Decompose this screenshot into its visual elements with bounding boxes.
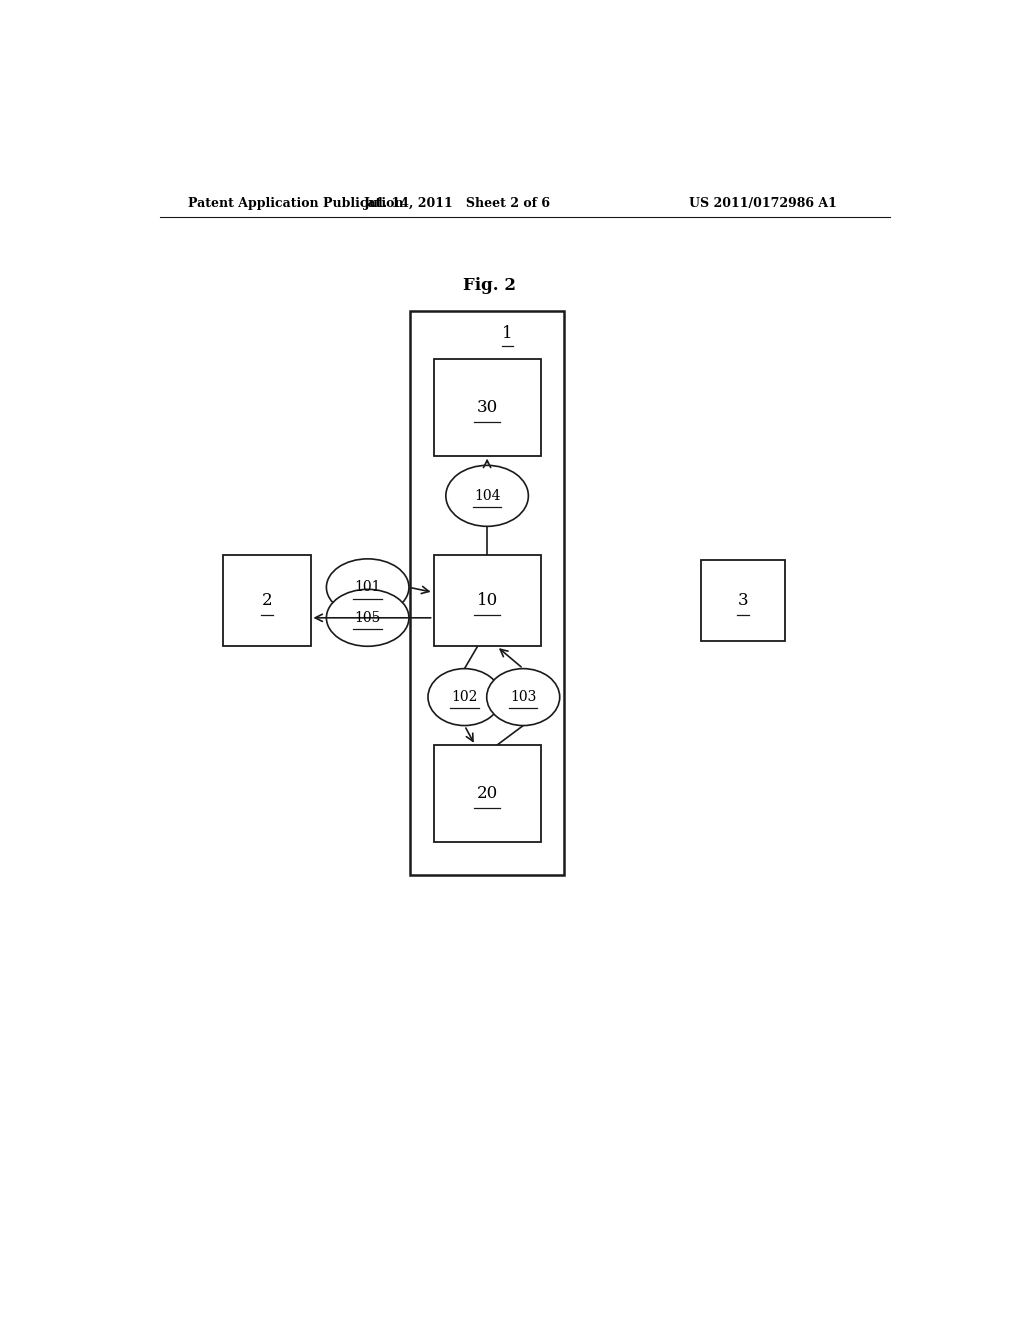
Text: 10: 10 (476, 593, 498, 609)
Bar (223, 554, 310, 647)
Text: Jul. 14, 2011   Sheet 2 of 6: Jul. 14, 2011 Sheet 2 of 6 (364, 197, 551, 210)
Ellipse shape (486, 669, 560, 726)
Bar (433, 359, 541, 455)
Bar (701, 560, 784, 642)
Text: 105: 105 (354, 611, 381, 624)
Bar (433, 554, 541, 647)
Ellipse shape (445, 466, 528, 527)
Ellipse shape (327, 558, 409, 616)
Text: Patent Application Publication: Patent Application Publication (187, 197, 403, 210)
Ellipse shape (428, 669, 501, 726)
Bar (433, 746, 541, 842)
Text: 3: 3 (737, 593, 749, 609)
Bar (410, 310, 564, 875)
Text: 103: 103 (510, 690, 537, 704)
Text: 104: 104 (474, 488, 501, 503)
Text: 102: 102 (452, 690, 477, 704)
Text: 101: 101 (354, 581, 381, 594)
Text: US 2011/0172986 A1: US 2011/0172986 A1 (689, 197, 837, 210)
Text: 2: 2 (261, 593, 272, 609)
Text: Fig. 2: Fig. 2 (463, 277, 516, 294)
Ellipse shape (327, 589, 409, 647)
Text: 30: 30 (476, 399, 498, 416)
Text: 1: 1 (502, 325, 513, 342)
Text: 20: 20 (476, 785, 498, 803)
